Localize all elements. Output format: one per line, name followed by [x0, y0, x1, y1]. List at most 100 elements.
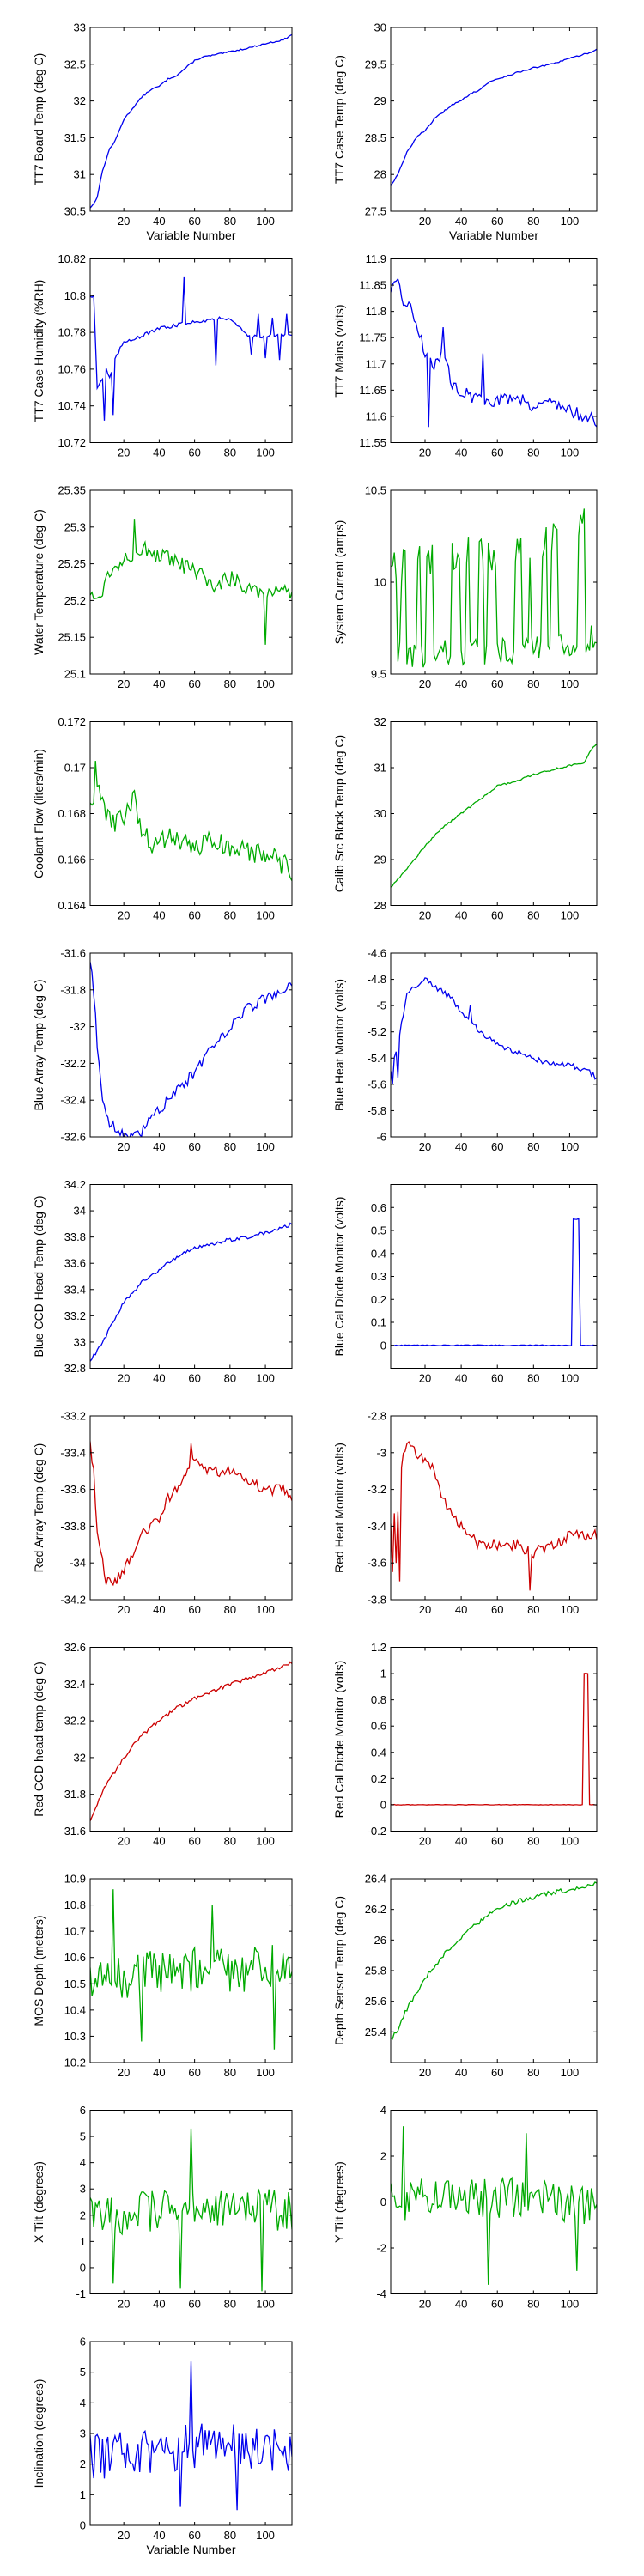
series-line [90, 2361, 292, 2511]
x-tick-label: 80 [224, 909, 236, 922]
x-tick-label: 60 [491, 909, 503, 922]
x-tick-label: 80 [224, 2298, 236, 2311]
series-line [90, 760, 292, 882]
y-tick-label: 29.5 [365, 58, 386, 70]
axes-frame [390, 1878, 598, 2063]
x-tick-label: 80 [527, 1835, 539, 1848]
x-tick-label: 20 [419, 2066, 431, 2079]
y-tick-label: -5.4 [368, 1052, 386, 1065]
y-tick-label: 1 [80, 2488, 86, 2501]
x-tick-label: 20 [118, 447, 130, 459]
x-tick-label: 60 [188, 447, 200, 459]
x-tick-label: 40 [153, 1603, 165, 1616]
x-tick-label: 20 [419, 677, 431, 690]
y-tick-label: 4 [80, 2397, 86, 2409]
y-tick-label: 33.2 [64, 1309, 86, 1322]
y-tick-label: 25.2 [64, 594, 86, 607]
x-tick-label: 20 [118, 909, 130, 922]
x-tick-label: 100 [256, 909, 275, 922]
x-tick-label: 100 [561, 447, 580, 459]
series-line [391, 2126, 597, 2285]
x-tick-label: 40 [153, 215, 165, 228]
axes-frame [390, 27, 598, 212]
y-tick-label: 30.5 [64, 205, 86, 218]
x-tick-label: 60 [491, 215, 503, 228]
y-tick-label: 10.3 [64, 2030, 86, 2043]
y-tick-label: 32 [74, 1751, 86, 1764]
y-tick-label: 11.65 [359, 384, 386, 397]
y-axis-label: Red Heat Monitor (volts) [332, 1443, 346, 1573]
y-tick-label: 31 [374, 762, 386, 775]
y-tick-label: 30 [374, 807, 386, 820]
y-axis-label: System Current (amps) [332, 520, 346, 645]
y-tick-label: 34.2 [64, 1178, 86, 1191]
x-tick-label: 100 [561, 909, 580, 922]
x-tick-label: 60 [491, 1603, 503, 1616]
y-tick-label: 33 [74, 21, 86, 34]
y-tick-label: 25.4 [365, 2026, 386, 2038]
y-tick-label: 10.72 [58, 436, 86, 449]
x-tick-label: 40 [153, 2066, 165, 2079]
y-tick-label: 32.5 [64, 58, 86, 70]
axes-frame [390, 258, 598, 443]
series-line [90, 1222, 292, 1362]
x-tick-label: 100 [256, 447, 275, 459]
subplot-4: 20 40 60 80 100 25.1 25.15 25.2 25.25 25.3 25.35 Wa… [32, 484, 293, 690]
axes-frame [89, 489, 293, 675]
y-tick-label: 10.76 [58, 362, 86, 375]
y-tick-label: 10.8 [64, 1899, 86, 1911]
y-tick-label: 5 [80, 2366, 86, 2379]
series-line [90, 276, 292, 421]
x-tick-label: 60 [188, 1140, 200, 1153]
x-tick-label: 20 [419, 1140, 431, 1153]
y-tick-label: -5.8 [368, 1104, 386, 1117]
x-tick-label: 40 [455, 677, 467, 690]
x-tick-label: 60 [188, 1603, 200, 1616]
x-tick-label: 20 [419, 909, 431, 922]
x-tick-label: 60 [188, 2066, 200, 2079]
y-tick-label: -6 [376, 1131, 386, 1144]
x-axis-label: Variable Number [146, 2543, 235, 2556]
x-tick-label: 20 [118, 215, 130, 228]
y-tick-label: -2.8 [368, 1410, 386, 1423]
y-tick-label: 3 [80, 2183, 86, 2196]
x-tick-label: 60 [188, 2298, 200, 2311]
x-axis-label: Variable Number [146, 228, 235, 242]
y-tick-label: 28 [374, 168, 386, 181]
y-tick-label: 33.8 [64, 1230, 86, 1243]
subplot-13: 20 40 60 80 100 -3.8 -3.6 -3.4 -3.2 -3 -2.8 Red Hea… [332, 1410, 598, 1616]
y-axis-label: Y Tilt (degrees) [332, 2161, 346, 2243]
series-line [391, 1218, 597, 1346]
y-tick-label: -1 [76, 2287, 86, 2300]
x-tick-label: 100 [256, 2529, 275, 2542]
y-tick-label: 4 [380, 2104, 386, 2117]
series-line [391, 1881, 597, 2040]
y-tick-label: 0.1 [371, 1316, 386, 1329]
series-line [90, 33, 292, 209]
y-tick-label: 28 [374, 899, 386, 912]
axes-frame [89, 1647, 293, 1832]
x-tick-label: 20 [419, 215, 431, 228]
y-tick-label: 10.74 [58, 399, 86, 412]
y-tick-label: 25.8 [365, 1965, 386, 1978]
y-tick-label: 25.3 [64, 520, 86, 533]
subplot-5: 20 40 60 80 100 9.5 10 10.5 System Current (amps… [332, 484, 598, 690]
x-tick-label: 100 [561, 1140, 580, 1153]
x-tick-label: 60 [491, 1140, 503, 1153]
series-line [90, 1889, 292, 2050]
y-axis-label: Red Cal Diode Monitor (volts) [332, 1661, 346, 1819]
x-tick-label: 80 [527, 447, 539, 459]
axes-frame [89, 1184, 293, 1369]
y-tick-label: -33.8 [60, 1520, 86, 1533]
y-axis-label: TT7 Mains (volts) [332, 304, 346, 397]
y-tick-label: -3 [376, 1446, 386, 1459]
y-tick-label: -2 [376, 2242, 386, 2255]
axes-frame [89, 1415, 293, 1601]
subplot-6: 20 40 60 80 100 0.164 0.166 0.168 0.17 0.172 Coola… [32, 715, 293, 922]
axes-frame [89, 952, 293, 1138]
y-tick-label: -3.2 [368, 1483, 386, 1496]
y-tick-label: 10.5 [64, 1978, 86, 1990]
subplot-20: 20 40 60 80 100 0 1 2 3 4 5 6 Variable Number Inclina… [32, 2336, 293, 2556]
x-tick-label: 100 [256, 2298, 275, 2311]
x-tick-label: 20 [118, 1140, 130, 1153]
